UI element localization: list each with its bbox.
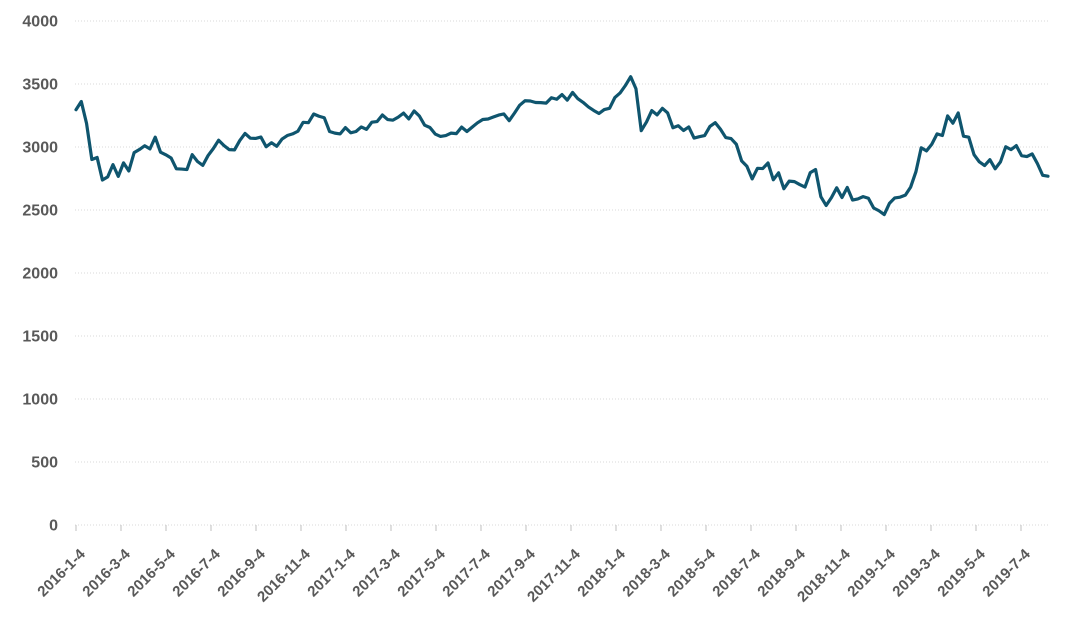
- x-tick-label: 2016-7-4: [169, 545, 224, 600]
- series-line: [74, 75, 1050, 217]
- y-tick-label: 1500: [22, 329, 58, 346]
- gridlines: [75, 20, 1049, 463]
- x-tick-label: 2018-1-4: [574, 545, 629, 600]
- x-tick-label: 2019-3-4: [889, 545, 944, 600]
- x-tick-label: 2018-3-4: [619, 545, 674, 600]
- y-tick-label: 3500: [22, 77, 58, 94]
- x-tick-label: 2019-7-4: [979, 545, 1034, 600]
- y-axis-labels: 0 500 1000 1500 2000 2500 3000 3500 4000: [22, 14, 58, 535]
- x-tick-label: 2019-1-4: [844, 545, 899, 600]
- y-tick-label: 2000: [22, 266, 58, 283]
- x-tick-label: 2019-5-4: [934, 545, 989, 600]
- y-tick-label: 4000: [22, 14, 58, 31]
- y-tick-label: 3000: [22, 140, 58, 157]
- x-axis: [75, 524, 1049, 531]
- y-tick-label: 1000: [22, 392, 58, 409]
- x-tick-label: 2018-7-4: [709, 545, 764, 600]
- x-tick-label: 2018-5-4: [664, 545, 719, 600]
- x-tick-label: 2016-3-4: [79, 545, 134, 600]
- y-tick-label: 0: [49, 518, 58, 535]
- x-tick-label: 2017-7-4: [439, 545, 494, 600]
- x-tick-label: 2017-5-4: [394, 545, 449, 600]
- x-tick-label: 2016-5-4: [124, 545, 179, 600]
- x-tick-label: 2016-1-4: [34, 545, 89, 600]
- x-tick-label: 2017-1-4: [304, 545, 359, 600]
- x-axis-labels: 2016-1-42016-3-42016-5-42016-7-42016-9-4…: [34, 545, 1034, 605]
- x-tick-label: 2017-3-4: [349, 545, 404, 600]
- y-tick-label: 500: [31, 455, 58, 472]
- y-tick-label: 2500: [22, 203, 58, 220]
